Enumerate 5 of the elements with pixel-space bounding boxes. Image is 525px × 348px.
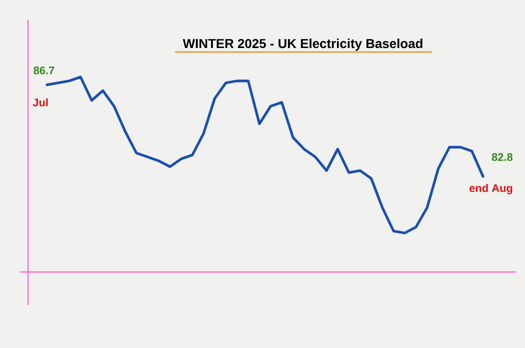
annotation: Jul — [32, 98, 48, 106]
text: 82.8 — [492, 153, 513, 161]
text: 86.7 — [34, 66, 54, 74]
annotation: end Aug — [470, 184, 512, 194]
chart-title: WINTER 2025 - UK Electricity Baseload — [182, 38, 422, 51]
